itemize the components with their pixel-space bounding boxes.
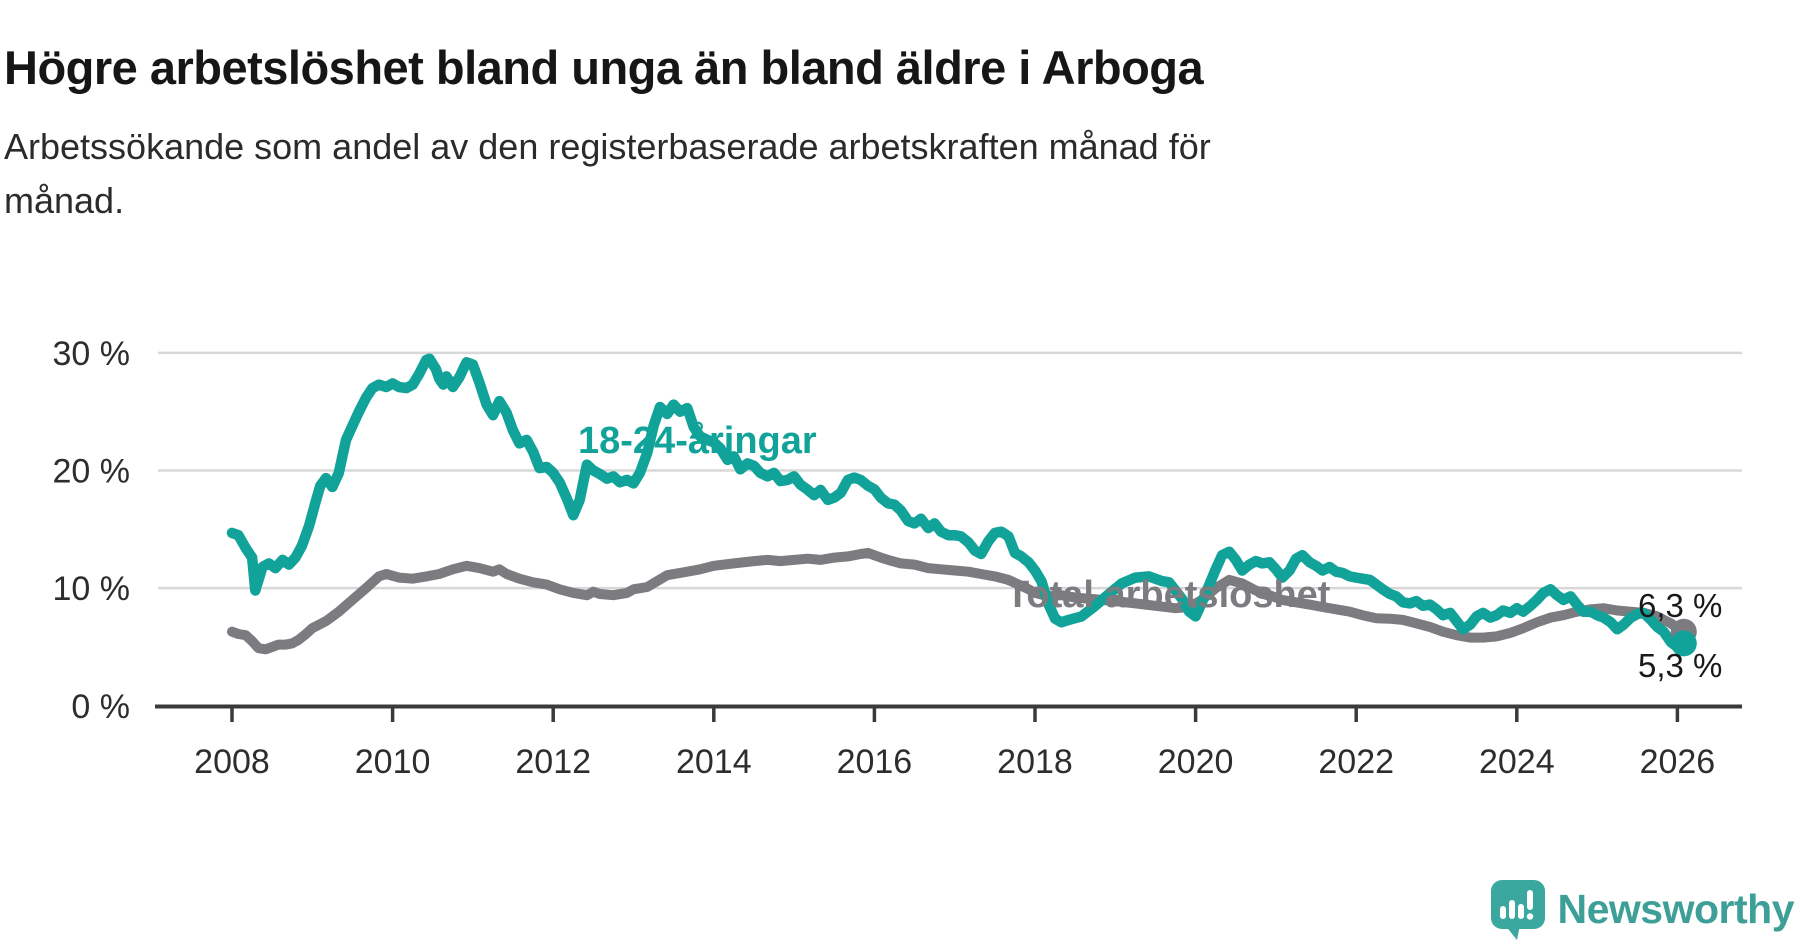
x-axis-tick-label: 2026 bbox=[1640, 743, 1716, 781]
logo-bar-2 bbox=[1508, 900, 1515, 919]
x-axis-tick-label: 2012 bbox=[515, 743, 591, 781]
newsworthy-logo-icon bbox=[1490, 880, 1545, 940]
logo-bar-1 bbox=[1499, 906, 1506, 919]
y-axis-tick-label: 10 % bbox=[53, 570, 131, 608]
logo-exclamation-bar bbox=[1526, 890, 1533, 910]
logo-bar-3 bbox=[1517, 904, 1524, 919]
x-axis-tick-label: 2014 bbox=[676, 743, 752, 781]
x-axis-tick-label: 2024 bbox=[1479, 743, 1555, 781]
x-axis-tick-label: 2022 bbox=[1318, 743, 1394, 781]
x-axis-tick-label: 2010 bbox=[355, 743, 431, 781]
end-value-label-youth: 5,3 % bbox=[1638, 647, 1723, 684]
x-axis-tick-label: 2008 bbox=[194, 743, 270, 781]
brand-wordmark: Newsworthy bbox=[1557, 886, 1795, 932]
series-line-youth bbox=[226, 353, 1690, 653]
x-axis-tick-label: 2018 bbox=[997, 743, 1073, 781]
x-axis-tick-label: 2020 bbox=[1158, 743, 1234, 781]
newsworthy-brand: Newsworthy bbox=[1490, 879, 1795, 940]
chart-subtitle-line-1: Arbetssökande som andel av den registerb… bbox=[4, 126, 1211, 167]
end-value-label-total: 6,3 % bbox=[1638, 587, 1723, 624]
x-axis-tick-label: 2016 bbox=[837, 743, 913, 781]
chart-title: Högre arbetslöshet bland unga än bland ä… bbox=[4, 41, 1204, 95]
y-axis-tick-label: 30 % bbox=[53, 335, 131, 373]
series-label-youth: 18-24-åringar bbox=[578, 420, 817, 462]
y-axis-tick-label: 0 % bbox=[71, 688, 130, 726]
series-line-total bbox=[227, 547, 1689, 655]
logo-exclamation-dot bbox=[1526, 913, 1533, 920]
chart-subtitle: Arbetssökande som andel av den registerb… bbox=[4, 120, 1504, 228]
chart-subtitle-line-2: månad. bbox=[4, 180, 125, 221]
series-end-dot-youth bbox=[1670, 630, 1697, 657]
series-label-total: Total arbetslöshet bbox=[1006, 574, 1331, 616]
y-axis-tick-label: 20 % bbox=[53, 453, 131, 491]
logo-bubble-tail bbox=[1504, 925, 1520, 940]
logo-bubble-shape bbox=[1490, 880, 1545, 929]
